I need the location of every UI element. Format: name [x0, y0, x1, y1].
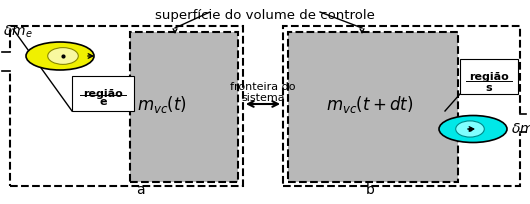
Text: s: s — [485, 83, 492, 93]
Text: $m_{vc}(t+dt)$: $m_{vc}(t+dt)$ — [326, 94, 414, 115]
Bar — [288, 33, 458, 182]
Bar — [72, 77, 134, 111]
Text: fronteira do: fronteira do — [230, 82, 296, 92]
Text: sistema: sistema — [241, 93, 285, 102]
Bar — [283, 27, 520, 186]
Bar — [130, 33, 238, 182]
Text: a: a — [136, 182, 144, 196]
Text: região: região — [469, 72, 509, 82]
Text: superfície do volume de controle: superfície do volume de controle — [155, 9, 375, 22]
Text: b: b — [366, 182, 374, 196]
Text: $\delta m_s$: $\delta m_s$ — [511, 121, 530, 137]
Bar — [460, 60, 518, 94]
Bar — [10, 27, 243, 186]
Ellipse shape — [48, 48, 78, 65]
Ellipse shape — [456, 121, 484, 137]
Ellipse shape — [26, 43, 94, 71]
Text: região: região — [83, 89, 123, 99]
Text: e: e — [99, 96, 107, 106]
Text: $m_{vc}(t)$: $m_{vc}(t)$ — [137, 94, 187, 115]
Text: $\delta m_e$: $\delta m_e$ — [3, 24, 32, 40]
Ellipse shape — [439, 116, 507, 143]
